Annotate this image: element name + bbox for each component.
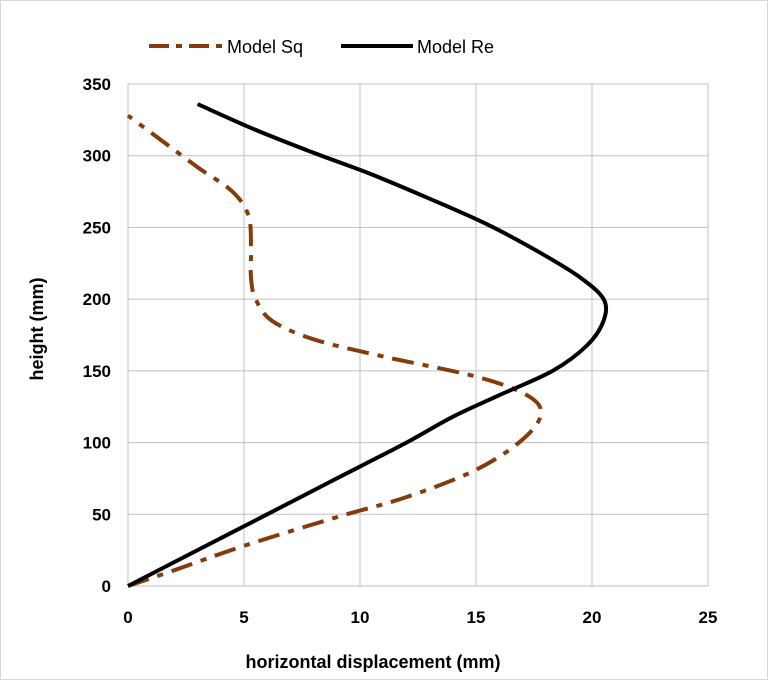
x-tick-label: 0	[123, 608, 132, 627]
y-axis-title: height (mm)	[27, 278, 47, 381]
x-tick-label: 15	[467, 608, 486, 627]
legend-label-model-sq: Model Sq	[227, 37, 303, 57]
gridlines	[127, 83, 709, 587]
legend: Model Sq Model Re	[149, 37, 494, 57]
y-tick-label: 250	[83, 218, 111, 237]
series-line-model-sq	[126, 113, 544, 588]
y-tick-label: 100	[83, 434, 111, 453]
x-axis-title: horizontal displacement (mm)	[245, 652, 500, 672]
legend-label-model-re: Model Re	[417, 37, 494, 57]
y-tick-label: 200	[83, 290, 111, 309]
y-tick-label: 300	[83, 147, 111, 166]
y-tick-label: 0	[102, 577, 111, 596]
x-tick-label: 20	[583, 608, 602, 627]
x-tick-label: 10	[351, 608, 370, 627]
y-tick-label: 150	[83, 362, 111, 381]
y-tick-label: 50	[92, 505, 111, 524]
x-tick-label: 25	[699, 608, 718, 627]
x-tick-label: 5	[239, 608, 248, 627]
series-line-model-re	[127, 102, 609, 588]
y-tick-label: 350	[83, 75, 111, 94]
series-lines	[126, 102, 609, 588]
